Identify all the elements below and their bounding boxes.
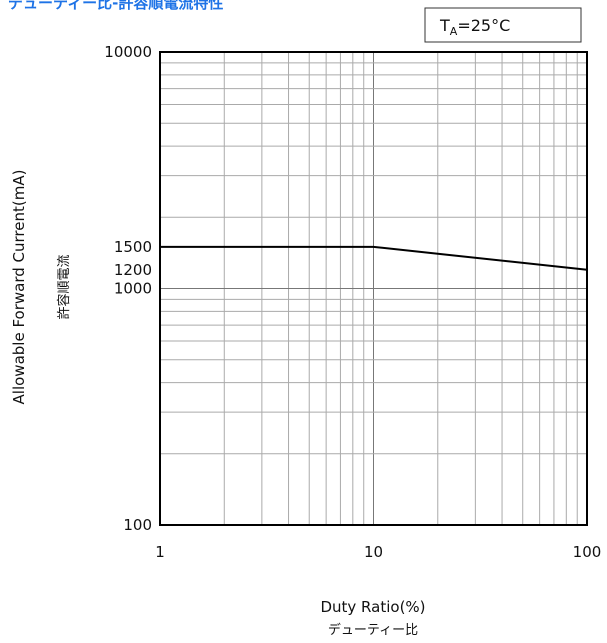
y-tick-label: 100: [123, 516, 152, 534]
condition-label: TA=25°C: [439, 16, 510, 38]
y-tick-label: 1500: [114, 238, 152, 256]
chart-heading: デューティー比-許容順電流特性: [8, 0, 223, 12]
y-axis-title: Allowable Forward Current(mA): [10, 170, 28, 405]
series-layer: [160, 245, 588, 271]
x-tick-label: 1: [155, 543, 165, 561]
condition-rest: =25°C: [457, 16, 510, 35]
y-tick-label: 10000: [104, 43, 152, 61]
x-tick-label: 100: [573, 543, 602, 561]
y-tick-label: 1000: [114, 280, 152, 298]
series-line-0: [160, 245, 588, 271]
x-axis-subtitle: デューティー比: [328, 622, 418, 638]
x-axis-title: Duty Ratio(%): [320, 598, 425, 616]
y-tick-label: 1200: [114, 261, 152, 279]
plot-frame: [159, 51, 588, 526]
condition-box: TA=25°C: [424, 7, 582, 43]
condition-subscript: A: [450, 25, 458, 38]
y-axis-subtitle: 許容順電流: [56, 254, 72, 319]
grid: [160, 52, 587, 525]
x-tick-label: 10: [364, 543, 383, 561]
condition-base: T: [439, 16, 450, 35]
